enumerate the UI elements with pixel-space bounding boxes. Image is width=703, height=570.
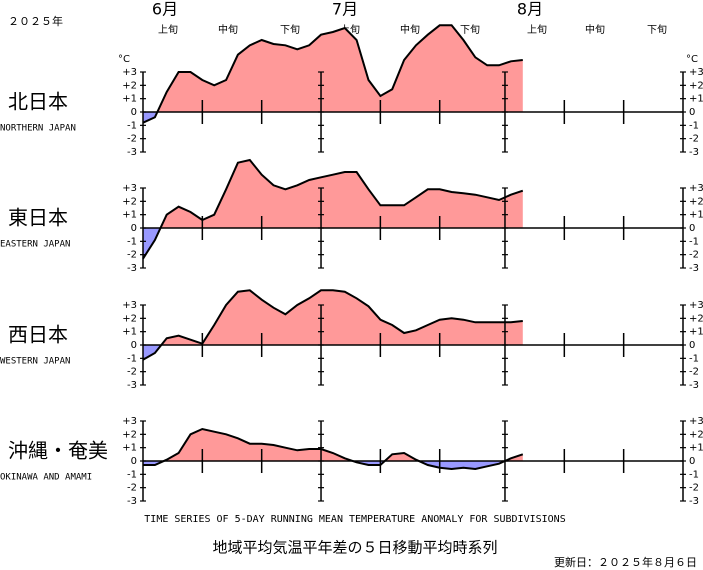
dekad-label: 下旬 [280,23,300,36]
dekad-label: 下旬 [647,23,667,36]
y-tick-label: -1 [689,120,699,131]
line [142,289,523,361]
month-label: 6月 [152,0,178,19]
month-label: 8月 [517,0,543,19]
panel-subtitle: NORTHERN JAPAN [0,124,76,134]
line [143,427,524,471]
dekad-label: 上旬 [158,23,178,36]
update-date: 更新日：２０２５年８月６日 [554,555,697,569]
y-tick-label: -1 [127,120,137,131]
caption: TIME SERIES OF 5-DAY RUNNING MEAN TEMPER… [144,514,565,525]
y-tick-label: -3 [127,147,137,158]
unit-label: °C [686,54,698,65]
positive-area [143,25,523,112]
panel-title: 北日本 [8,90,68,114]
y-tick-label: -3 [689,380,699,391]
y-tick-label: +1 [689,443,703,454]
y-tick-label: -2 [127,483,137,494]
y-tick-label: +2 [689,313,703,324]
y-tick-label: +3 [122,416,137,427]
y-tick-label: -3 [127,496,137,507]
y-tick-label: -2 [689,134,699,145]
year-label: ２０２５年 [8,14,63,28]
y-tick-label: +3 [122,183,137,194]
y-tick-label: +2 [122,80,137,91]
y-tick-label: 0 [689,107,695,118]
y-tick-label: +1 [689,210,703,221]
y-tick-label: -1 [127,236,137,247]
y-tick-label: +3 [689,300,703,311]
y-tick-label: -2 [689,367,699,378]
y-tick-label: -3 [689,263,699,274]
y-tick-label: +1 [689,94,703,105]
y-tick-label: 0 [689,340,695,351]
unit-label: °C [118,54,130,65]
positive-area [143,290,523,345]
y-tick-label: +1 [689,327,703,338]
y-tick-label: -2 [689,483,699,494]
month-label: 7月 [332,0,358,19]
dekad-label: 中旬 [400,23,420,36]
line [142,24,523,124]
panel-subtitle: OKINAWA AND AMAMI [0,473,92,483]
dekad-label: 中旬 [585,23,605,36]
chart-title: 地域平均気温平年差の５日移動平均時系列 [212,539,497,557]
y-tick-label: +3 [122,67,137,78]
y-tick-label: -3 [689,496,699,507]
y-tick-label: 0 [689,223,695,234]
y-tick-label: -1 [127,469,137,480]
y-tick-label: +1 [122,210,137,221]
y-tick-label: +2 [689,196,703,207]
y-tick-label: -1 [689,353,699,364]
y-tick-label: 0 [131,223,137,234]
y-tick-label: 0 [131,340,137,351]
y-tick-label: 0 [131,107,137,118]
negative-area [143,461,523,469]
y-tick-label: +2 [122,196,137,207]
y-tick-label: -2 [127,367,137,378]
y-tick-label: +1 [122,443,137,454]
positive-area [143,429,523,461]
y-tick-label: -2 [689,250,699,261]
y-tick-label: +2 [689,429,703,440]
dekad-label: 下旬 [460,23,480,36]
y-tick-label: +3 [689,67,703,78]
y-tick-label: +1 [122,94,137,105]
y-tick-label: +1 [122,327,137,338]
y-tick-label: -1 [689,236,699,247]
y-tick-label: +2 [689,80,703,91]
panel-title: 西日本 [8,323,68,347]
y-tick-label: 0 [131,456,137,467]
y-tick-label: -2 [127,134,137,145]
dekad-label: 上旬 [527,23,547,36]
y-tick-label: -2 [127,250,137,261]
line [142,158,524,260]
y-tick-label: -1 [127,353,137,364]
y-tick-label: -1 [689,469,699,480]
y-tick-label: -3 [689,147,699,158]
y-tick-label: +2 [122,313,137,324]
panel-subtitle: EASTERN JAPAN [0,240,70,250]
panel-title: 東日本 [8,206,68,230]
panel-title: 沖縄・奄美 [8,439,108,463]
y-tick-label: +3 [122,300,137,311]
panel-subtitle: WESTERN JAPAN [0,357,70,367]
y-tick-label: -3 [127,263,137,274]
positive-area [143,160,523,228]
y-tick-label: 0 [689,456,695,467]
y-tick-label: +2 [122,429,137,440]
y-tick-label: -3 [127,380,137,391]
y-tick-label: +3 [689,183,703,194]
y-tick-label: +3 [689,416,703,427]
dekad-label: 中旬 [218,23,238,36]
